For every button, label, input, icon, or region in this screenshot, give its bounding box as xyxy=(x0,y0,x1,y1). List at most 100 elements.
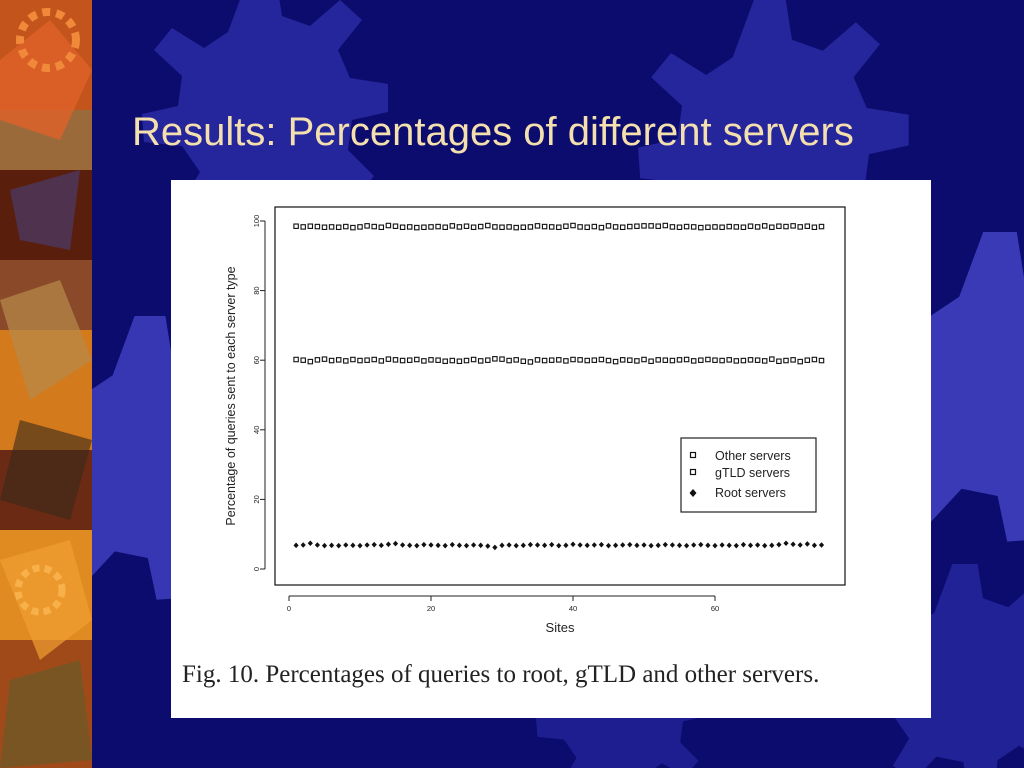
point-other-servers xyxy=(378,224,385,231)
point-gtld-servers xyxy=(655,357,661,363)
point-gtld-servers xyxy=(761,358,768,364)
point-gtld-servers xyxy=(648,358,654,364)
point-root-servers xyxy=(442,542,448,549)
point-other-servers xyxy=(726,223,732,230)
point-other-servers xyxy=(776,223,782,229)
point-other-servers xyxy=(598,224,605,231)
point-root-servers xyxy=(456,542,462,549)
point-root-servers xyxy=(726,542,732,549)
point-gtld-servers xyxy=(605,357,612,364)
point-root-servers xyxy=(719,542,725,548)
point-other-servers xyxy=(357,224,363,230)
point-gtld-servers xyxy=(406,357,413,363)
point-gtld-servers xyxy=(690,358,697,364)
point-root-servers xyxy=(620,542,626,548)
point-other-servers xyxy=(321,224,328,231)
point-gtld-servers xyxy=(534,357,541,363)
point-gtld-servers xyxy=(456,358,463,364)
slide-title: Results: Percentages of different server… xyxy=(132,110,854,154)
legend-marker-other xyxy=(689,451,697,459)
point-gtld-servers xyxy=(513,357,519,363)
point-other-servers xyxy=(556,224,562,231)
point-gtld-servers xyxy=(591,357,598,363)
point-other-servers xyxy=(350,224,356,231)
point-other-servers xyxy=(769,224,775,231)
point-root-servers xyxy=(520,542,526,549)
point-root-servers xyxy=(584,542,590,549)
plot-frame xyxy=(274,206,846,586)
point-root-servers xyxy=(698,541,704,548)
point-gtld-servers xyxy=(321,356,328,362)
point-other-servers xyxy=(676,224,683,231)
point-root-servers xyxy=(641,542,647,548)
point-other-servers xyxy=(442,224,448,231)
point-other-servers xyxy=(683,223,690,230)
point-other-servers xyxy=(577,224,583,230)
point-other-servers xyxy=(534,223,541,229)
point-gtld-servers xyxy=(712,357,718,363)
point-gtld-servers xyxy=(477,358,484,364)
point-root-servers xyxy=(676,542,683,549)
point-other-servers xyxy=(648,223,654,229)
point-root-servers xyxy=(435,542,441,549)
point-root-servers xyxy=(414,542,420,549)
point-root-servers xyxy=(556,542,562,549)
point-root-servers xyxy=(613,542,619,549)
point-other-servers xyxy=(406,224,413,230)
point-gtld-servers xyxy=(705,356,711,363)
point-gtld-servers xyxy=(619,357,626,363)
point-other-servers xyxy=(698,224,704,231)
point-other-servers xyxy=(300,224,306,230)
point-root-servers xyxy=(811,542,817,549)
legend-marker-root xyxy=(689,489,697,497)
point-root-servers xyxy=(300,542,306,548)
point-other-servers xyxy=(612,224,619,230)
point-gtld-servers xyxy=(698,357,704,363)
point-gtld-servers xyxy=(818,357,825,364)
figure-card: 0 20 40 60 0 20 40 60 80 100 Sites Percentage of … xyxy=(171,180,931,718)
point-gtld-servers xyxy=(790,357,796,363)
point-root-servers xyxy=(662,541,668,548)
point-root-servers xyxy=(691,542,697,548)
point-root-servers xyxy=(513,542,519,549)
x-tick-label: 20 xyxy=(427,604,435,613)
point-other-servers xyxy=(761,223,768,229)
point-gtld-servers xyxy=(364,357,370,363)
point-root-servers xyxy=(762,542,768,549)
point-root-servers xyxy=(605,542,612,549)
point-other-servers xyxy=(414,224,420,231)
point-gtld-servers xyxy=(492,356,498,362)
point-root-servers xyxy=(563,542,569,549)
point-gtld-servers xyxy=(506,357,512,364)
point-root-servers xyxy=(293,542,299,549)
point-root-servers xyxy=(655,542,661,549)
point-other-servers xyxy=(811,224,818,231)
point-gtld-servers xyxy=(357,357,363,364)
point-gtld-servers xyxy=(463,357,470,364)
point-root-servers xyxy=(364,542,370,548)
y-tick-label: 40 xyxy=(252,426,261,434)
point-root-servers xyxy=(669,542,675,548)
point-gtld-servers xyxy=(584,357,590,364)
point-other-servers xyxy=(392,223,399,229)
point-other-servers xyxy=(747,223,754,229)
point-root-servers xyxy=(392,540,399,547)
legend-box xyxy=(680,437,817,513)
point-gtld-servers xyxy=(293,356,299,363)
point-root-servers xyxy=(570,541,576,548)
point-root-servers xyxy=(343,542,349,548)
point-root-servers xyxy=(712,542,718,549)
point-root-servers xyxy=(740,541,746,548)
point-gtld-servers xyxy=(634,358,640,364)
point-gtld-servers xyxy=(350,356,356,363)
point-other-servers xyxy=(293,223,299,229)
point-root-servers xyxy=(449,541,455,548)
point-root-servers xyxy=(634,542,640,549)
point-other-servers xyxy=(428,224,434,230)
point-other-servers xyxy=(712,224,718,230)
point-root-servers xyxy=(591,542,597,548)
point-gtld-servers xyxy=(754,357,761,363)
point-gtld-servers xyxy=(641,356,647,363)
point-other-servers xyxy=(740,224,747,231)
x-axis-label: Sites xyxy=(546,620,575,635)
